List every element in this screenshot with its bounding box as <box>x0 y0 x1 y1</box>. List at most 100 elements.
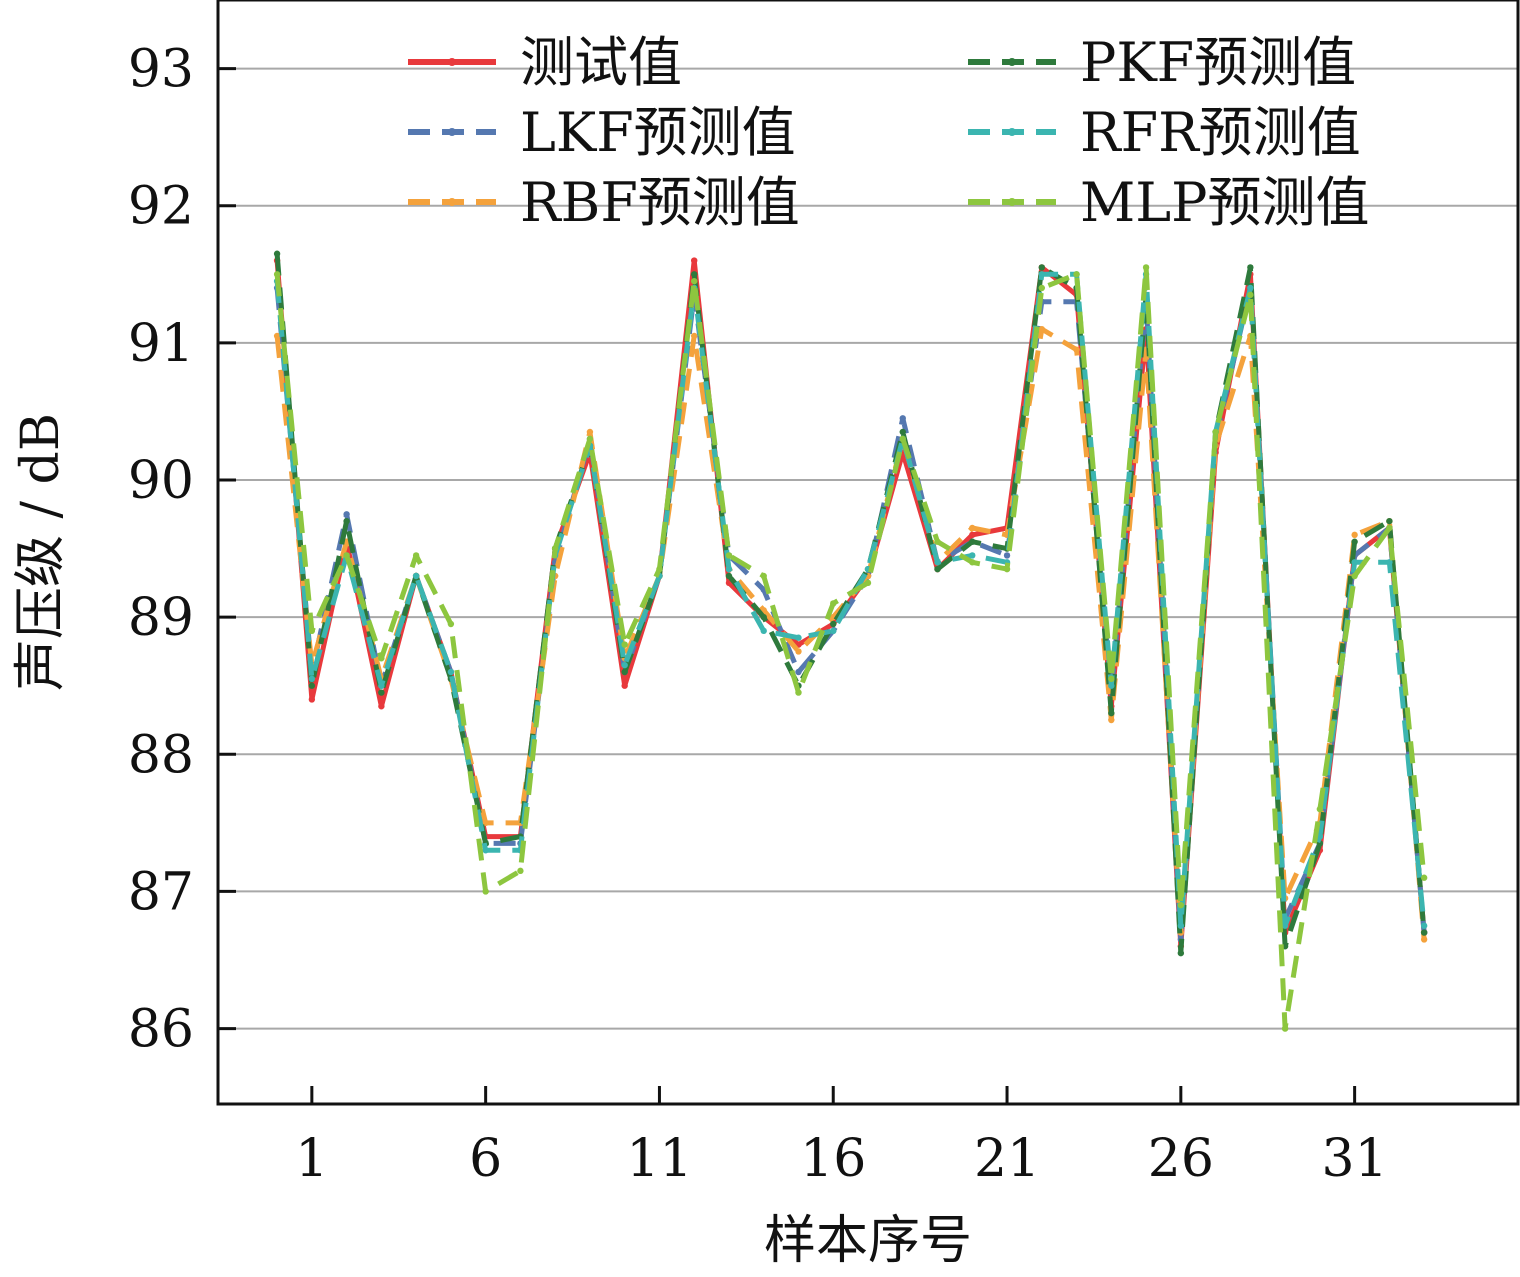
data-point <box>969 538 976 545</box>
data-point <box>1351 572 1358 580</box>
x-tick-label: 16 <box>800 1129 866 1189</box>
data-point <box>273 271 281 278</box>
data-point <box>969 552 976 559</box>
data-point <box>308 682 316 689</box>
data-point <box>1003 565 1011 573</box>
data-point <box>934 565 941 573</box>
data-point <box>308 675 316 683</box>
y-tick-label: 93 <box>128 40 194 100</box>
series-lines <box>273 250 1428 1032</box>
data-point <box>1247 284 1254 292</box>
data-point <box>1142 264 1150 271</box>
data-point <box>1108 675 1115 683</box>
data-point <box>1420 936 1428 943</box>
y-tick-label: 88 <box>128 725 194 785</box>
plot-frame <box>216 0 1520 1106</box>
series-line <box>274 326 1427 940</box>
data-point <box>1108 716 1115 724</box>
data-point <box>551 545 559 552</box>
data-point <box>1386 559 1393 566</box>
data-point <box>1177 901 1185 909</box>
data-point <box>1038 271 1045 278</box>
legend-label: LKF预测值 <box>520 101 796 164</box>
data-point <box>899 428 906 436</box>
data-point <box>725 572 733 580</box>
data-point <box>1351 531 1358 539</box>
data-point <box>621 682 628 689</box>
data-point <box>343 517 350 525</box>
data-point <box>308 696 316 703</box>
legend-marker <box>448 198 456 206</box>
legend-marker <box>1008 58 1016 66</box>
data-point <box>308 627 316 635</box>
data-point <box>447 668 455 676</box>
data-point <box>864 579 872 587</box>
legend-label: PKF预测值 <box>1080 31 1356 94</box>
data-point <box>1351 559 1358 566</box>
data-point <box>760 572 767 580</box>
series-line <box>274 271 1427 929</box>
legend-label: RFR预测值 <box>1080 101 1361 164</box>
x-tick-label: 31 <box>1322 1129 1388 1189</box>
data-point <box>1386 524 1393 532</box>
data-point <box>1281 922 1289 929</box>
data-point <box>1247 291 1254 299</box>
data-point <box>378 689 385 696</box>
data-point <box>795 648 802 655</box>
data-point <box>447 620 455 628</box>
data-point <box>691 332 698 340</box>
data-point <box>1316 805 1324 813</box>
data-point <box>1073 271 1080 278</box>
y-tick-label: 86 <box>128 1000 194 1060</box>
data-point <box>1073 346 1080 353</box>
data-point <box>691 277 698 285</box>
data-point <box>969 531 976 539</box>
data-point <box>899 415 906 422</box>
data-point <box>795 689 802 696</box>
data-point <box>934 538 941 545</box>
gridlines <box>218 67 1518 1030</box>
data-point <box>586 428 594 436</box>
data-point <box>830 600 837 607</box>
data-point <box>795 668 802 676</box>
y-tick-label: 90 <box>128 451 194 511</box>
data-point <box>795 634 802 641</box>
data-point <box>830 627 837 635</box>
data-point <box>482 847 489 854</box>
data-point <box>1108 709 1115 717</box>
data-point <box>412 572 420 580</box>
data-point <box>1177 922 1185 929</box>
legend-marker <box>1008 198 1016 206</box>
data-point <box>899 435 906 443</box>
legend-label: RBF预测值 <box>520 171 800 234</box>
y-axis-title: 声压级 / dB <box>11 413 71 691</box>
data-point <box>621 668 628 676</box>
data-point <box>1281 1025 1289 1032</box>
data-point <box>1386 517 1393 525</box>
legend-marker <box>448 128 456 136</box>
x-tick-label: 21 <box>974 1129 1040 1189</box>
data-point <box>760 627 767 635</box>
x-tick-label: 26 <box>1148 1129 1214 1189</box>
x-axis-title: 样本序号 <box>764 1211 972 1271</box>
data-point <box>830 620 837 628</box>
data-point <box>969 559 976 566</box>
data-point <box>934 559 941 566</box>
data-point <box>691 257 698 264</box>
data-point <box>378 682 385 689</box>
data-point <box>725 565 733 573</box>
data-point <box>691 271 698 278</box>
data-point <box>1038 325 1045 333</box>
y-tick-label: 87 <box>128 862 194 922</box>
data-point <box>1038 264 1045 271</box>
legend-label: MLP预测值 <box>1080 171 1370 234</box>
legend-label: 测试值 <box>520 31 682 94</box>
series-6 <box>273 264 1428 1032</box>
data-point <box>412 552 420 559</box>
data-point <box>1247 264 1254 271</box>
data-point <box>1003 552 1011 559</box>
data-point <box>1212 428 1219 436</box>
data-point <box>760 613 767 621</box>
